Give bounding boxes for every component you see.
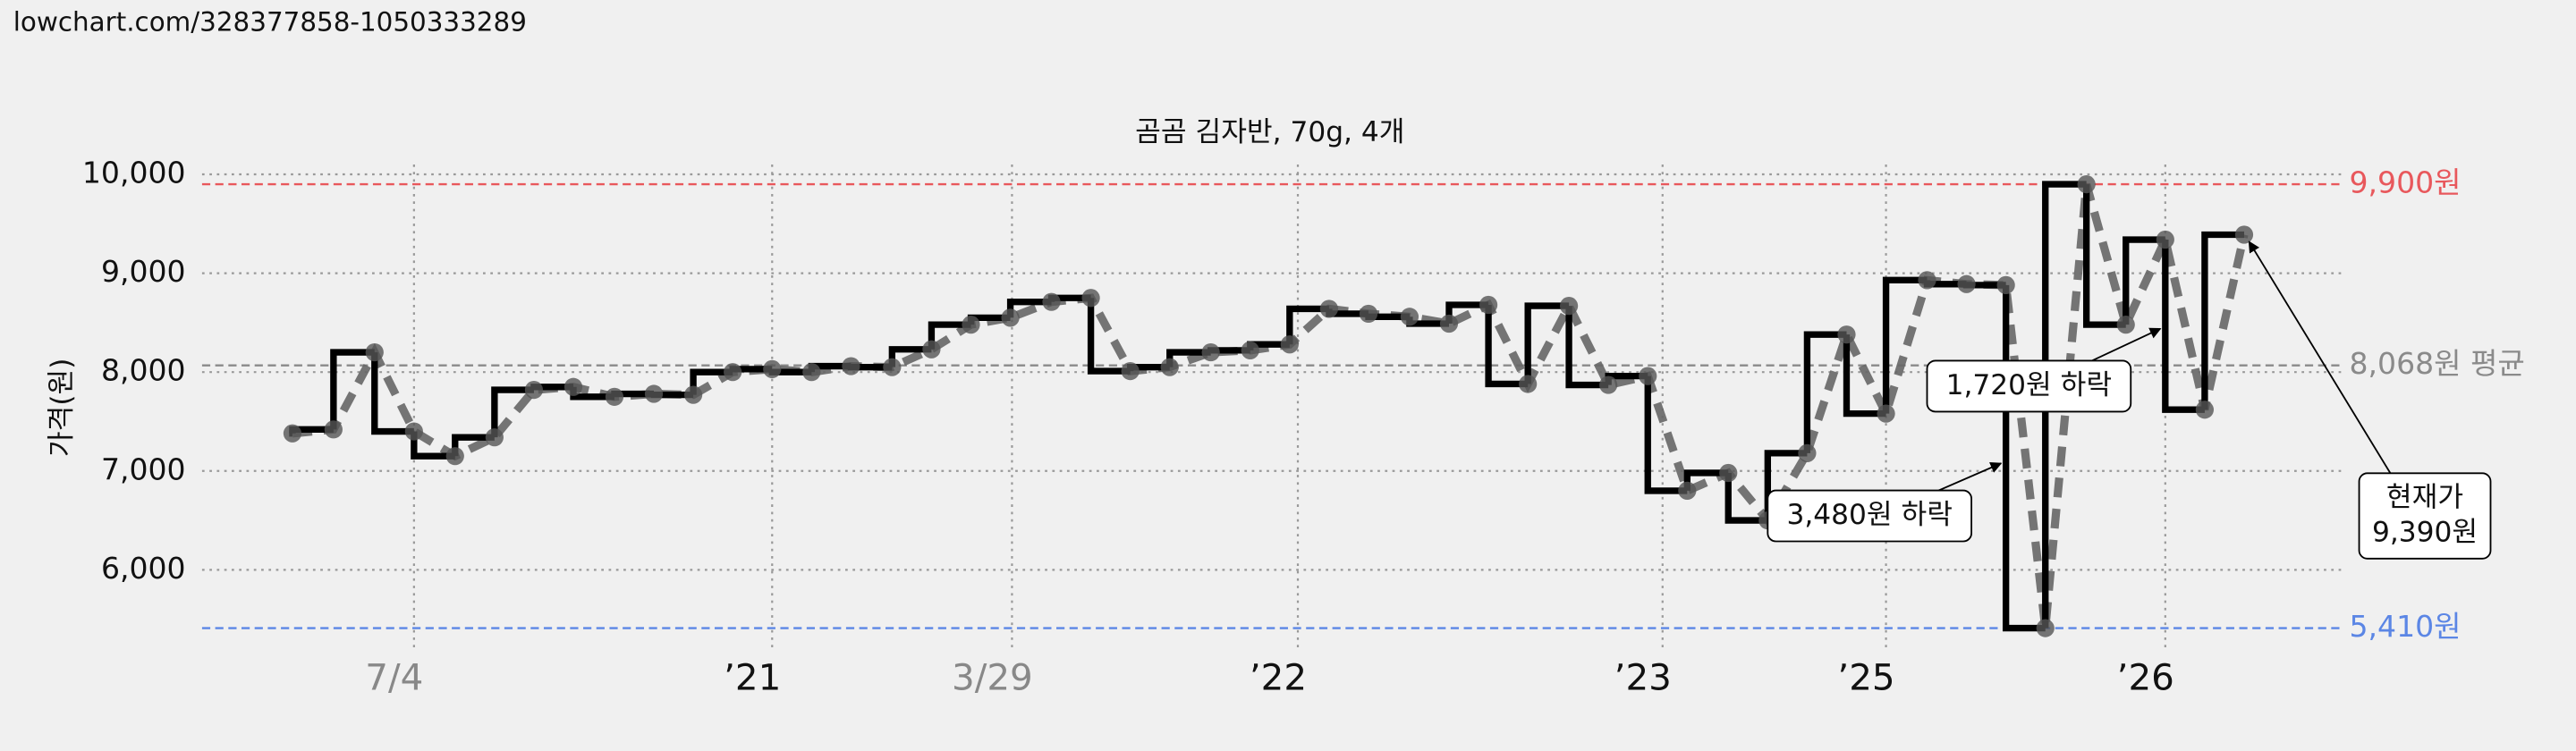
data-point: [644, 384, 664, 403]
x-tick-label: ’25: [1837, 656, 1894, 699]
data-point: [1319, 300, 1339, 318]
y-tick-label: 10,000: [82, 156, 186, 190]
data-point: [445, 447, 464, 466]
data-point: [485, 428, 504, 447]
data-point: [724, 363, 742, 382]
data-point: [2234, 225, 2254, 244]
x-tick-label: 3/29: [952, 656, 1033, 699]
data-point: [922, 340, 941, 359]
step-segment: [1286, 305, 1329, 345]
x-tick-label: ’22: [1250, 656, 1307, 699]
data-point: [283, 424, 302, 443]
data-point: [763, 359, 782, 378]
y-axis-label: 가격(원): [46, 359, 78, 458]
data-point: [1160, 358, 1179, 376]
x-tick-label: ’26: [2117, 656, 2174, 699]
y-tick-label: 8,000: [101, 353, 186, 388]
data-point: [802, 363, 821, 382]
data-point: [2195, 401, 2214, 419]
x-tick-label: 7/4: [365, 656, 423, 699]
step-segment: [1843, 334, 1886, 418]
data-point: [883, 358, 902, 376]
data-point: [324, 420, 343, 439]
data-point: [1121, 361, 1140, 381]
data-point: [1042, 292, 1061, 311]
step-segment: [2082, 184, 2126, 328]
annotation-box: [1767, 489, 1972, 543]
annotation-arrow: [2082, 327, 2162, 366]
annotation-text: 현재가: [2386, 482, 2463, 514]
data-point: [1996, 275, 2015, 294]
data-point: [1359, 304, 1378, 324]
data-point: [1439, 314, 1459, 333]
y-tick-label: 7,000: [101, 451, 186, 486]
step-segment: [2201, 231, 2244, 410]
data-point: [1400, 308, 1419, 326]
data-point: [1918, 271, 1936, 290]
step-segment: [330, 349, 375, 430]
data-point: [1599, 376, 1618, 394]
step-segment: [2123, 236, 2165, 325]
annotation-text: 3,480원 하락: [1786, 499, 1952, 531]
annotation-box: [1926, 359, 2132, 413]
data-point: [2116, 316, 2135, 334]
step-segment: [1087, 298, 1131, 375]
data-point: [564, 377, 583, 396]
step-segment: [1524, 302, 1570, 384]
step-segment: [371, 352, 414, 435]
step-segment: [1565, 306, 1609, 389]
data-point: [1837, 325, 1856, 344]
data-point: [1479, 295, 1498, 315]
data-point: [1639, 367, 1657, 385]
y-tick-label: 9,000: [101, 254, 186, 289]
data-point: [1877, 404, 1895, 423]
step-segment: [1485, 305, 1529, 388]
data-point: [1201, 342, 1220, 362]
x-tick-label: ’21: [724, 656, 781, 699]
source-url: lowchart.com/328377858-1050333289: [13, 7, 527, 38]
data-point: [2036, 619, 2055, 637]
data-point: [524, 380, 544, 400]
data-point: [365, 342, 384, 362]
data-point: [962, 316, 980, 334]
annotation-arrow: [2248, 240, 2392, 474]
reference-label: 8,068원 평균: [2350, 346, 2525, 381]
data-point: [1519, 375, 1538, 393]
trend-line: [292, 182, 2249, 629]
step-segment: [1724, 472, 1768, 524]
annotation-text: 1,720원 하락: [1946, 369, 2112, 401]
step-segment: [491, 386, 534, 438]
data-point: [1001, 308, 1020, 327]
step-segment: [1644, 376, 1688, 494]
data-point: [404, 422, 423, 441]
data-point: [1798, 443, 1817, 462]
data-point: [1280, 335, 1299, 354]
step-segment: [2042, 181, 2087, 629]
step-segment: [2162, 240, 2205, 413]
reference-label: 9,900원: [2350, 165, 2462, 200]
chart-title: 곰곰 김자반, 70g, 4개: [1135, 116, 1404, 148]
data-point: [1559, 297, 1579, 316]
data-point: [2156, 230, 2174, 249]
data-point: [1957, 274, 1976, 293]
data-point: [1678, 481, 1697, 500]
data-point: [684, 385, 703, 404]
x-tick-label: ’23: [1614, 656, 1672, 699]
data-point: [1241, 341, 1259, 359]
data-point: [2077, 174, 2096, 194]
y-tick-label: 6,000: [101, 551, 186, 586]
data-point: [605, 387, 624, 406]
reference-label: 5,410원: [2350, 609, 2462, 644]
data-point: [842, 357, 860, 376]
annotation-box: [2358, 472, 2492, 560]
step-segment: [1882, 276, 1928, 414]
annotation-text: 9,390원: [2372, 516, 2478, 548]
data-point: [1081, 289, 1100, 308]
step-segment: [1803, 331, 1847, 453]
data-point: [1719, 463, 1738, 483]
